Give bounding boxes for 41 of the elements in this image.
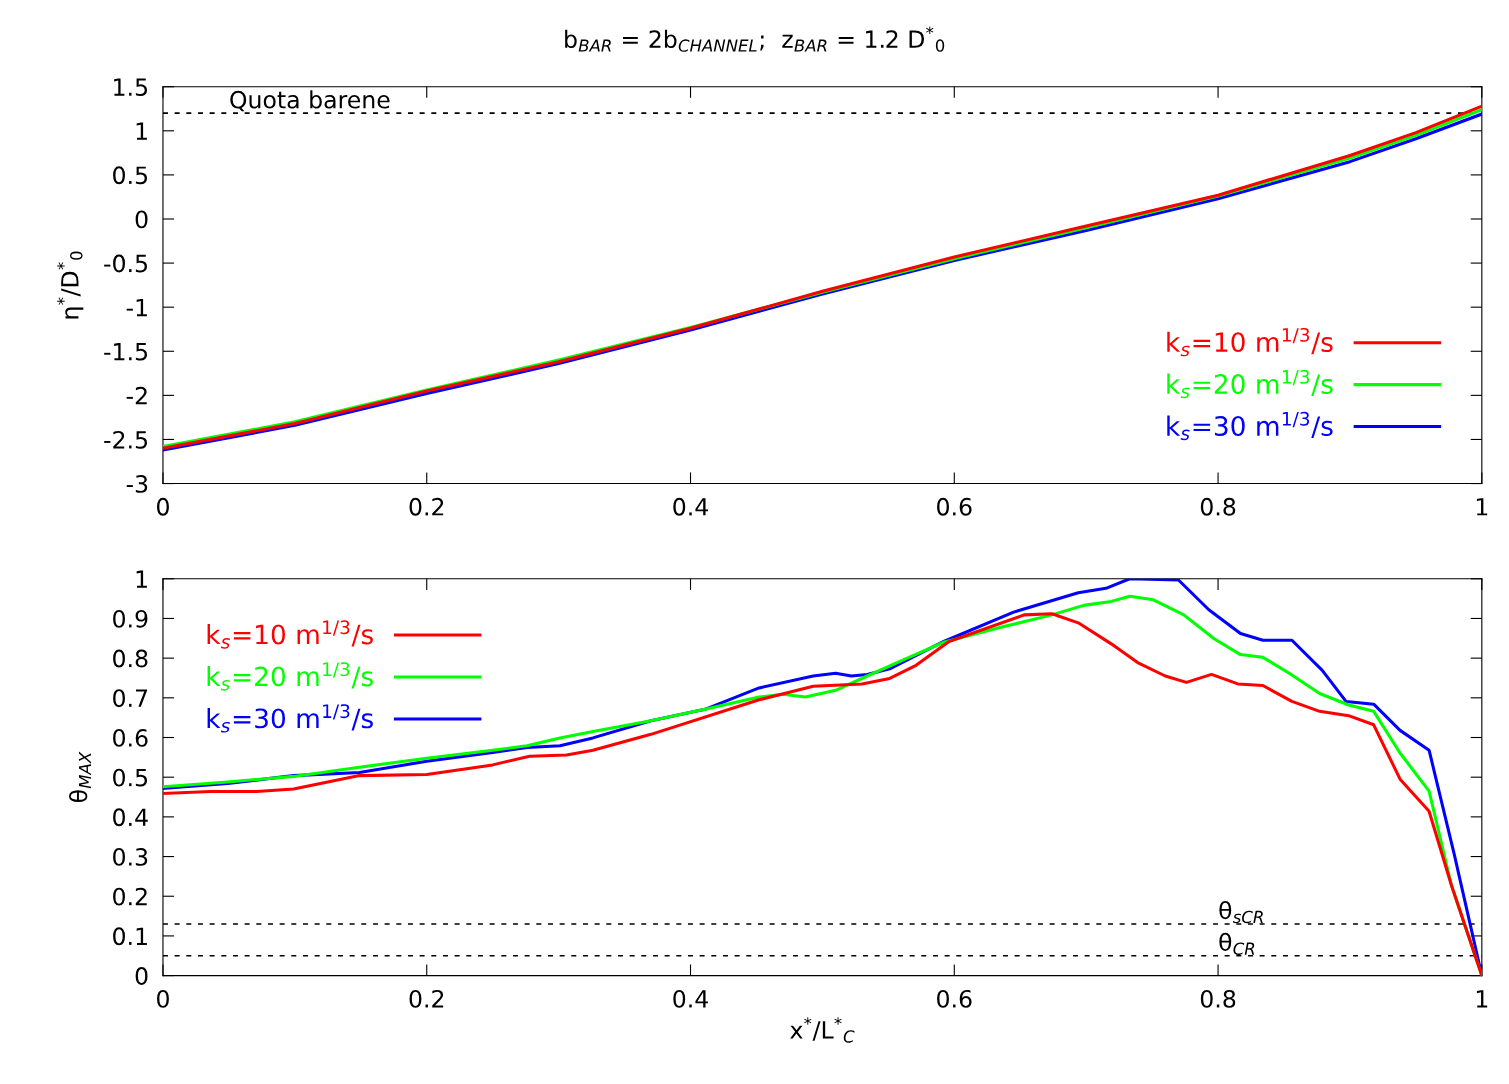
legend-label: k$_{s}$=30 m$^{1/3}$/s — [1167, 411, 1333, 441]
y-tick-label: 0 — [135, 967, 148, 985]
y-tick-label: -3 — [126, 474, 148, 493]
y-tick-label: -2 — [126, 386, 147, 405]
y-tick-label: 1 — [136, 570, 147, 588]
y-tick-label: 0.6 — [113, 728, 148, 747]
x-tick-label: 0.4 — [673, 989, 708, 1008]
x-tick-label: 1 — [1476, 498, 1488, 516]
y-tick-label: 1 — [136, 122, 147, 140]
y-axis-title: η$^{*}$/D$^{*}$$_{0}$ — [57, 251, 84, 319]
y-tick-label: -1 — [126, 298, 147, 317]
y-tick-label: 0.5 — [113, 768, 148, 787]
y-tick-label: 0.5 — [113, 166, 148, 185]
y-tick-label: 0 — [135, 210, 148, 229]
y-tick-label: -0.5 — [104, 254, 148, 273]
y-tick-label: 0.4 — [113, 808, 148, 827]
y-tick-label: 0.8 — [113, 649, 148, 668]
x-tick-label: 0.2 — [409, 989, 444, 1008]
ref-line-label: Quota barene — [230, 90, 390, 112]
y-tick-label: 0.3 — [113, 848, 148, 866]
x-tick-label: 0 — [157, 497, 169, 516]
y-tick-label: -2.5 — [104, 430, 148, 449]
y-tick-label: 0.2 — [113, 887, 147, 906]
x-tick-label: 0 — [157, 989, 169, 1008]
y-tick-label: 0.7 — [113, 689, 148, 708]
x-tick-label: 0.8 — [1200, 497, 1236, 516]
x-axis-title: x$^{*}$/L$^{*}$$_{C}$ — [790, 1017, 855, 1043]
x-tick-label: 0.6 — [937, 989, 972, 1008]
x-tick-label: 1 — [1476, 990, 1488, 1008]
legend-label: k$_{s}$=10 m$^{1/3}$/s — [1167, 327, 1333, 357]
x-tick-label: 0.2 — [409, 497, 444, 516]
y-axis-title: θ$_{MAX}$ — [69, 751, 91, 803]
chart-title: b$_{BAR}$ = 2b$_{CHANNEL}$; z$_{BAR}$ = 1.2 D$^{*}$$_{0}$ — [565, 26, 945, 52]
x-tick-label: 0.4 — [673, 497, 708, 516]
y-tick-label: 0.9 — [113, 609, 148, 628]
x-tick-label: 0.6 — [937, 497, 972, 516]
y-tick-label: -1.5 — [104, 343, 148, 361]
legend-label: k$_{s}$=20 m$^{1/3}$/s — [1167, 369, 1333, 399]
y-tick-label: 1.5 — [114, 78, 148, 97]
x-tick-label: 0.8 — [1200, 989, 1236, 1008]
y-tick-label: 0.1 — [113, 927, 147, 946]
